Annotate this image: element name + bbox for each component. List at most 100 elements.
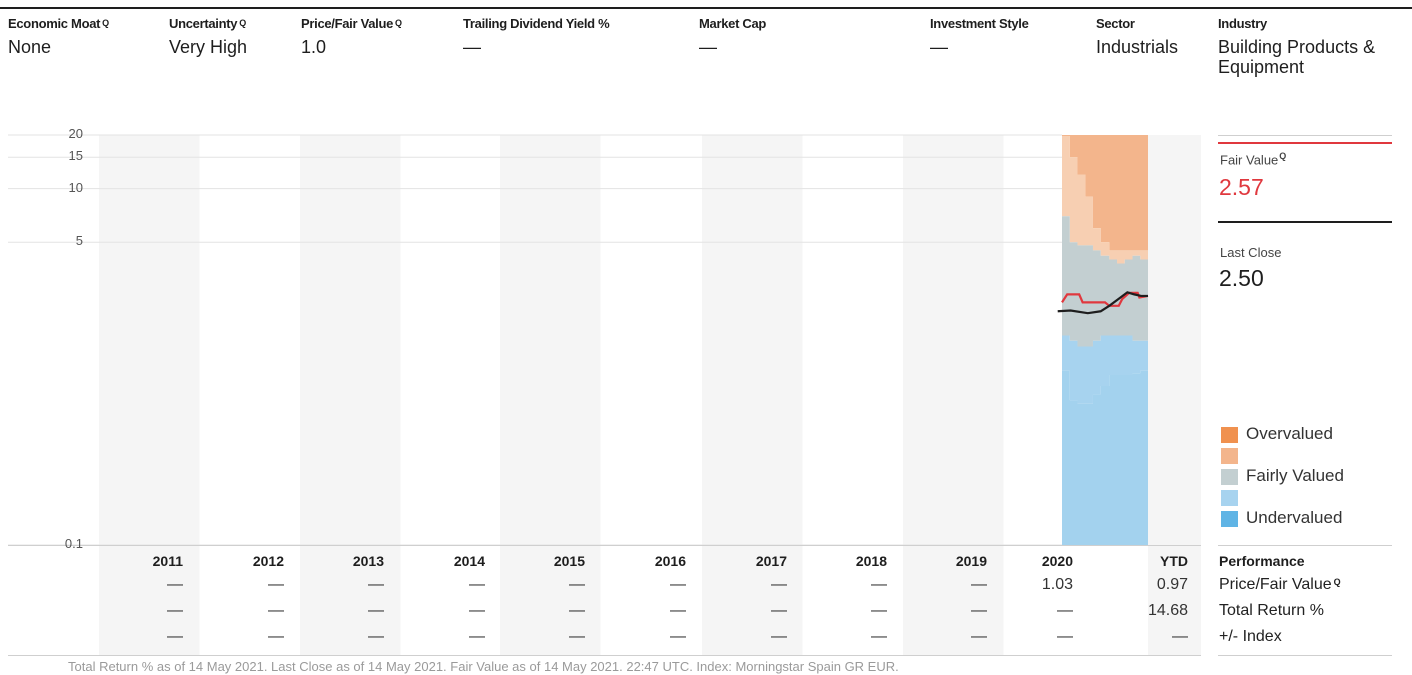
metric-value: Very High [169,37,248,57]
table-cell: — [971,602,987,619]
column-bg-2017 [702,135,803,655]
y-tick-label: 0.1 [64,536,83,551]
table-cell: — [1057,628,1073,645]
metric-label: Price/Fair Value Q [301,16,402,31]
table-cell: — [469,628,485,645]
table-cell: — [569,576,585,593]
metric-4: Market Cap — [699,16,766,57]
metric-6: Sector Industrials [1096,16,1178,57]
metric-2: Price/Fair Value Q 1.0 [301,16,402,57]
info-q-icon[interactable]: Q [102,18,109,28]
column-bg-2011 [99,135,200,655]
table-cell: — [1172,628,1188,645]
legend-swatch [1221,427,1238,443]
year-label: 2016 [654,553,686,569]
metric-label: Market Cap [699,16,767,31]
table-cell: — [368,602,384,619]
column-bg-2019 [903,135,1004,655]
column-bg-2015 [500,135,601,655]
band-fairly-valued [1062,216,1148,347]
y-tick-label: 20 [68,126,83,141]
year-label: 2014 [453,553,485,569]
table-cell: — [268,628,284,645]
metric-value: — [463,37,481,57]
year-label: 2020 [1041,553,1073,569]
performance-title: Performance [1219,553,1305,569]
series-line-last-close [1057,291,1148,315]
table-cell: — [670,576,686,593]
performance-row-label: +/- Index [1219,628,1282,645]
band-undervalued [1062,363,1148,545]
table-cell: 14.68 [1147,602,1188,619]
table-cell: — [368,576,384,593]
table-cell: — [871,602,887,619]
top-rule [0,7,1412,9]
column-bg-ytd [1148,135,1201,655]
info-q-icon[interactable]: Q [1333,577,1341,587]
table-cell: — [167,576,183,593]
metric-value: 1.0 [301,37,327,57]
band-top-edge [1062,135,1148,136]
table-cell: — [167,628,183,645]
table-cell: — [871,628,887,645]
year-label: 2015 [553,553,585,569]
table-cell: — [167,602,183,619]
legend-swatch [1221,448,1238,464]
y-tick-label: 10 [68,179,83,195]
fair-value-q-icon: Q [1279,151,1287,161]
year-label: 2019 [955,553,987,569]
table-cell: — [771,628,787,645]
table-cell: — [268,576,284,593]
y-tick-label: 15 [68,148,83,164]
performance-row-label: Total Return % [1219,602,1324,619]
table-cell: 0.97 [1156,576,1188,593]
table-cell: — [569,602,585,619]
table-cell: — [1057,602,1073,619]
last-close-value: 2.50 [1219,265,1264,291]
year-label: 2018 [855,553,887,569]
metric-label: Economic Moat Q [8,16,109,31]
info-q-icon[interactable]: Q [395,18,402,28]
metric-value: Building Products & Equipment [1218,37,1376,77]
legend-swatch [1221,511,1238,527]
info-q-icon[interactable]: Q [239,18,246,28]
metric-1: Uncertainty Q Very High [169,16,247,57]
metric-7: Industry Building Products & Equipment [1218,16,1378,77]
legend-label: Undervalued [1246,508,1343,527]
performance-row-label: Price/Fair Value Q [1219,576,1341,593]
table-cell: — [971,628,987,645]
metric-label: Investment Style [930,16,1029,31]
fair-value-label: Fair ValueQ [1220,151,1287,168]
metric-label: Trailing Dividend Yield % [463,16,610,31]
band-overvalued-light [1062,135,1148,264]
footnote: Total Return % as of 14 May 2021. Last C… [68,659,899,674]
table-cell: — [670,628,686,645]
metric-value: None [8,37,52,57]
table-cell: — [569,628,585,645]
metric-value: — [930,37,948,57]
metric-5: Investment Style — [930,16,1029,57]
table-cell: — [469,576,485,593]
legend-label: Overvalued [1246,424,1333,443]
table-cell: — [670,602,686,619]
table-cell: 1.03 [1041,576,1073,593]
year-label: 2017 [755,553,787,569]
band-overvalued [1062,135,1148,251]
year-label: 2012 [252,553,284,569]
series-line-fair-value [1061,291,1149,307]
table-cell: — [368,628,384,645]
table-cell: — [469,602,485,619]
metric-label: Uncertainty Q [169,16,246,31]
metric-0: Economic Moat Q None [8,16,109,57]
legend-swatch [1221,469,1238,485]
legend-label: Fairly Valued [1246,466,1344,485]
year-label: 2011 [152,553,183,569]
legend-swatch [1221,490,1238,506]
year-label: YTD [1160,553,1188,569]
column-bg-2013 [300,135,401,655]
metric-value: Industrials [1096,37,1179,57]
metric-label: Industry [1218,16,1267,31]
metric-value: — [699,37,717,57]
metric-3: Trailing Dividend Yield % — [463,16,610,57]
